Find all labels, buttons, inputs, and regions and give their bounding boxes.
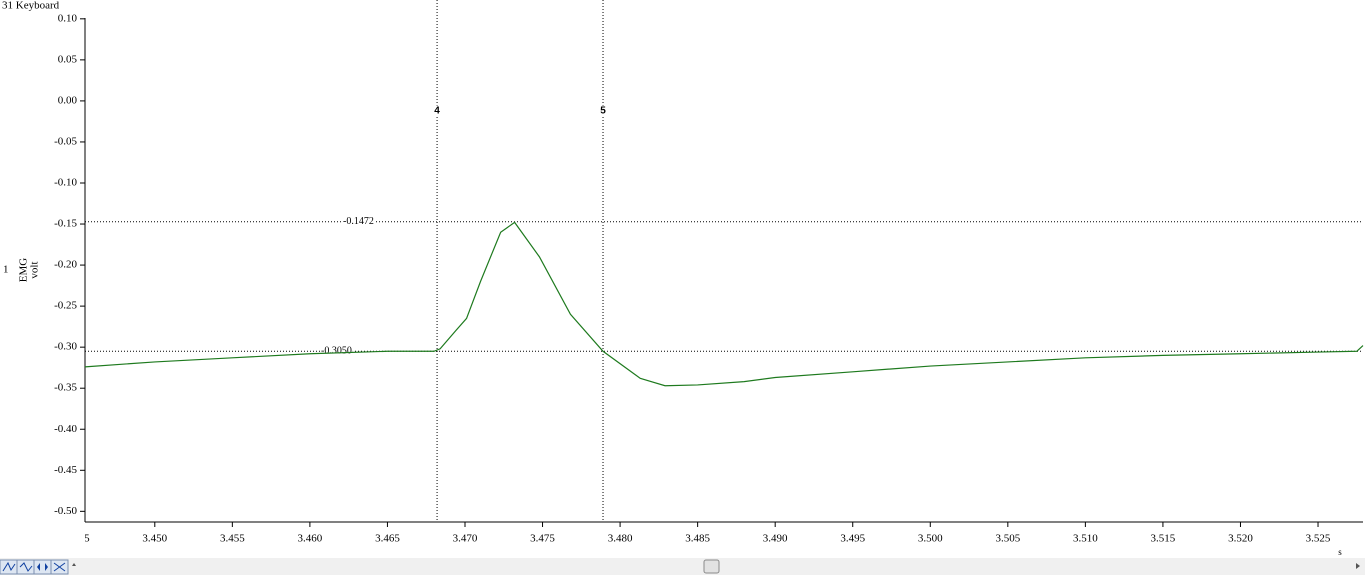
x-tick-label: 3.500: [918, 533, 943, 545]
cursor-value-bg: [342, 216, 375, 228]
x-tick-label: 3.475: [530, 533, 555, 545]
x-tick-label: 3.450: [142, 533, 167, 545]
y-tick-label: 0.05: [58, 53, 78, 65]
y-tick-label: -0.40: [54, 423, 77, 435]
signal-line: [84, 221, 1364, 387]
y-tick-label: -0.15: [54, 218, 77, 230]
x-tick-label: 3.480: [608, 533, 633, 545]
y-tick-label: 0.00: [58, 94, 78, 106]
cursor-value: -0.3050: [321, 346, 352, 357]
cursor-label-bg: [599, 105, 608, 117]
scroll-left[interactable]: [72, 563, 76, 566]
x-tick-label: 3.515: [1151, 533, 1176, 545]
cursor-value: -0.1472: [343, 216, 374, 227]
channel-title: 31 Keyboard: [2, 0, 60, 12]
x-tick-label: 3.455: [220, 533, 245, 545]
x-tick-group: 3.445 3.450 3.455 3.460 3.465 3.470 3.475 3.480…: [65, 533, 1331, 545]
y-tick-label: -0.10: [54, 177, 77, 189]
y-tick-label: -0.20: [54, 259, 77, 271]
y-tick-label: -0.50: [54, 505, 77, 517]
x-tick-label: 3.460: [298, 533, 323, 545]
y-tick-label: -0.35: [54, 382, 77, 394]
x-tick-label: 3.490: [763, 533, 788, 545]
channel-number: 1: [3, 264, 9, 276]
x-unit: s: [1338, 547, 1342, 557]
y-tick-label: -0.30: [54, 341, 77, 353]
y-unit: volt: [29, 261, 41, 278]
scrollbar[interactable]: [0, 558, 1365, 575]
scroll-right[interactable]: [1356, 563, 1360, 569]
cursor-value-bg: [320, 345, 353, 357]
scroll-thumb[interactable]: [703, 559, 720, 574]
x-tick-label: 3.465: [375, 533, 400, 545]
x-tick-label: 3.485: [685, 533, 710, 545]
y-label: EMG: [18, 258, 30, 283]
x-tick-label: 3.510: [1073, 533, 1098, 545]
y-tick-label: -0.25: [54, 300, 77, 312]
x-tick-label: 3.445: [65, 533, 90, 545]
x-tick-label: 3.470: [453, 533, 478, 545]
y-tick-label: 0.10: [58, 12, 78, 24]
x-tick-label: 3.505: [995, 533, 1020, 545]
x-tick-label: 3.495: [840, 533, 865, 545]
cursor-label: 5: [600, 106, 606, 117]
y-tick-label: -0.05: [54, 135, 77, 147]
y-tick-label: -0.45: [54, 464, 77, 476]
cursor-label-bg: [433, 105, 442, 117]
x-tick-label: 3.520: [1228, 533, 1253, 545]
cursor-label: 4: [434, 106, 440, 117]
x-tick-label: 3.525: [1306, 533, 1331, 545]
